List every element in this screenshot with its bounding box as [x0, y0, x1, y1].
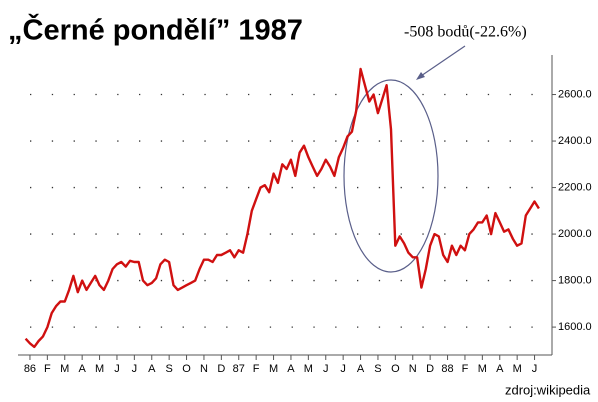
source: zdroj:wikipedia — [505, 382, 591, 397]
x-tick-label: 86 — [24, 363, 36, 375]
x-tick-label: J — [323, 363, 329, 375]
x-tick-label: F — [44, 363, 51, 375]
x-tick-label: M — [95, 363, 104, 375]
x-tick-label: F — [462, 363, 469, 375]
annotation-arrow — [417, 45, 466, 79]
x-tick-label: M — [478, 363, 487, 375]
annotation: -508 bodů(-22.6%) — [404, 24, 527, 41]
y-tick-label: 2400.0 — [558, 135, 592, 147]
x-tick-label: D — [217, 363, 225, 375]
chart-title: „Černé pondělí” 1987 — [8, 13, 303, 47]
y-tick-label: 1600.0 — [558, 321, 592, 333]
x-tick-label: N — [200, 363, 208, 375]
arrow-head — [416, 72, 425, 80]
x-tick-label: A — [496, 363, 504, 375]
x-tick-label: M — [269, 363, 278, 375]
x-tick-label: A — [148, 363, 156, 375]
y-tick-label: 2600.0 — [558, 88, 592, 100]
x-tick-label: M — [60, 363, 69, 375]
y-tick-label: 1800.0 — [558, 274, 592, 286]
x-tick-label: S — [165, 363, 172, 375]
x-tick-label: M — [304, 363, 313, 375]
x-tick-label: J — [114, 363, 120, 375]
x-tick-label: J — [132, 363, 138, 375]
y-tick-label: 2200.0 — [558, 181, 592, 193]
highlight-ellipse — [343, 79, 439, 273]
x-tick-label: A — [287, 363, 295, 375]
x-tick-label: O — [391, 363, 400, 375]
x-tick-label: F — [253, 363, 260, 375]
x-tick-label: J — [532, 363, 538, 375]
x-tick-label: M — [513, 363, 522, 375]
price-line — [24, 67, 540, 349]
x-tick-label: D — [426, 363, 434, 375]
x-tick-label: 87 — [233, 363, 245, 375]
x-tick-label: J — [340, 363, 346, 375]
x-tick-label: N — [409, 363, 417, 375]
y-tick-label: 2000.0 — [558, 228, 592, 240]
x-tick-label: 88 — [441, 363, 453, 375]
x-tick-label: A — [78, 363, 86, 375]
x-tick-label: A — [357, 363, 365, 375]
x-tick-label: O — [182, 363, 191, 375]
x-tick-label: S — [374, 363, 381, 375]
